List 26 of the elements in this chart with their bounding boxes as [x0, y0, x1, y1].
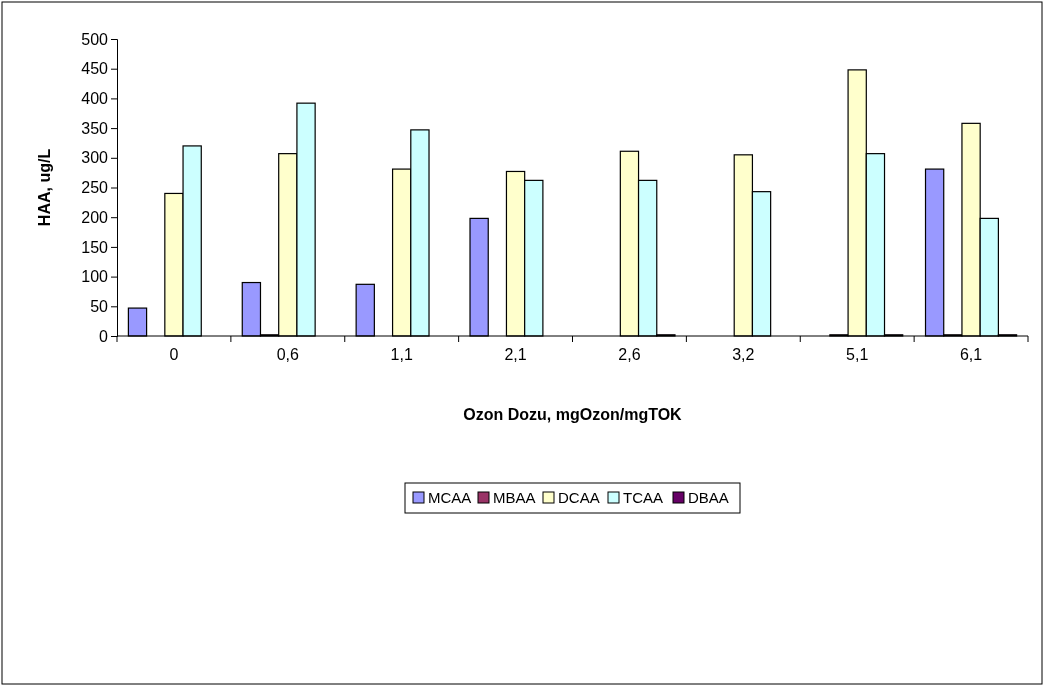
- legend-label: MCAA: [428, 489, 472, 506]
- x-tick-label: 2,1: [504, 345, 527, 363]
- y-tick-label: 0: [99, 327, 109, 345]
- legend-label: TCAA: [623, 489, 664, 506]
- y-tick-label: 500: [81, 30, 109, 48]
- x-axis-title: Ozon Dozu, mgOzon/mgTOK: [463, 406, 683, 423]
- x-tick-label: 1,1: [390, 345, 413, 363]
- legend-label: MBAA: [493, 489, 536, 506]
- y-tick-label: 400: [81, 90, 109, 108]
- y-tick-label: 150: [81, 238, 109, 256]
- y-tick-label: 250: [81, 179, 109, 197]
- y-tick-label: 200: [81, 208, 109, 226]
- y-tick-label: 300: [81, 149, 109, 167]
- legend-label: DCAA: [558, 489, 600, 506]
- x-tick-label: 2,6: [618, 345, 641, 363]
- y-tick-label: 350: [81, 119, 109, 137]
- x-tick-label: 5,1: [846, 345, 869, 363]
- x-tick-label: 3,2: [732, 345, 755, 363]
- y-tick-label: 100: [81, 268, 109, 286]
- x-tick-label: 0,6: [276, 345, 300, 363]
- y-tick-label: 450: [81, 60, 109, 78]
- y-axis-title: HAA, ug/L: [36, 148, 53, 227]
- y-tick-label: 50: [90, 297, 109, 315]
- x-tick-label: 0: [169, 345, 179, 363]
- legend-label: DBAA: [688, 489, 729, 506]
- x-tick-label: 6,1: [959, 345, 983, 363]
